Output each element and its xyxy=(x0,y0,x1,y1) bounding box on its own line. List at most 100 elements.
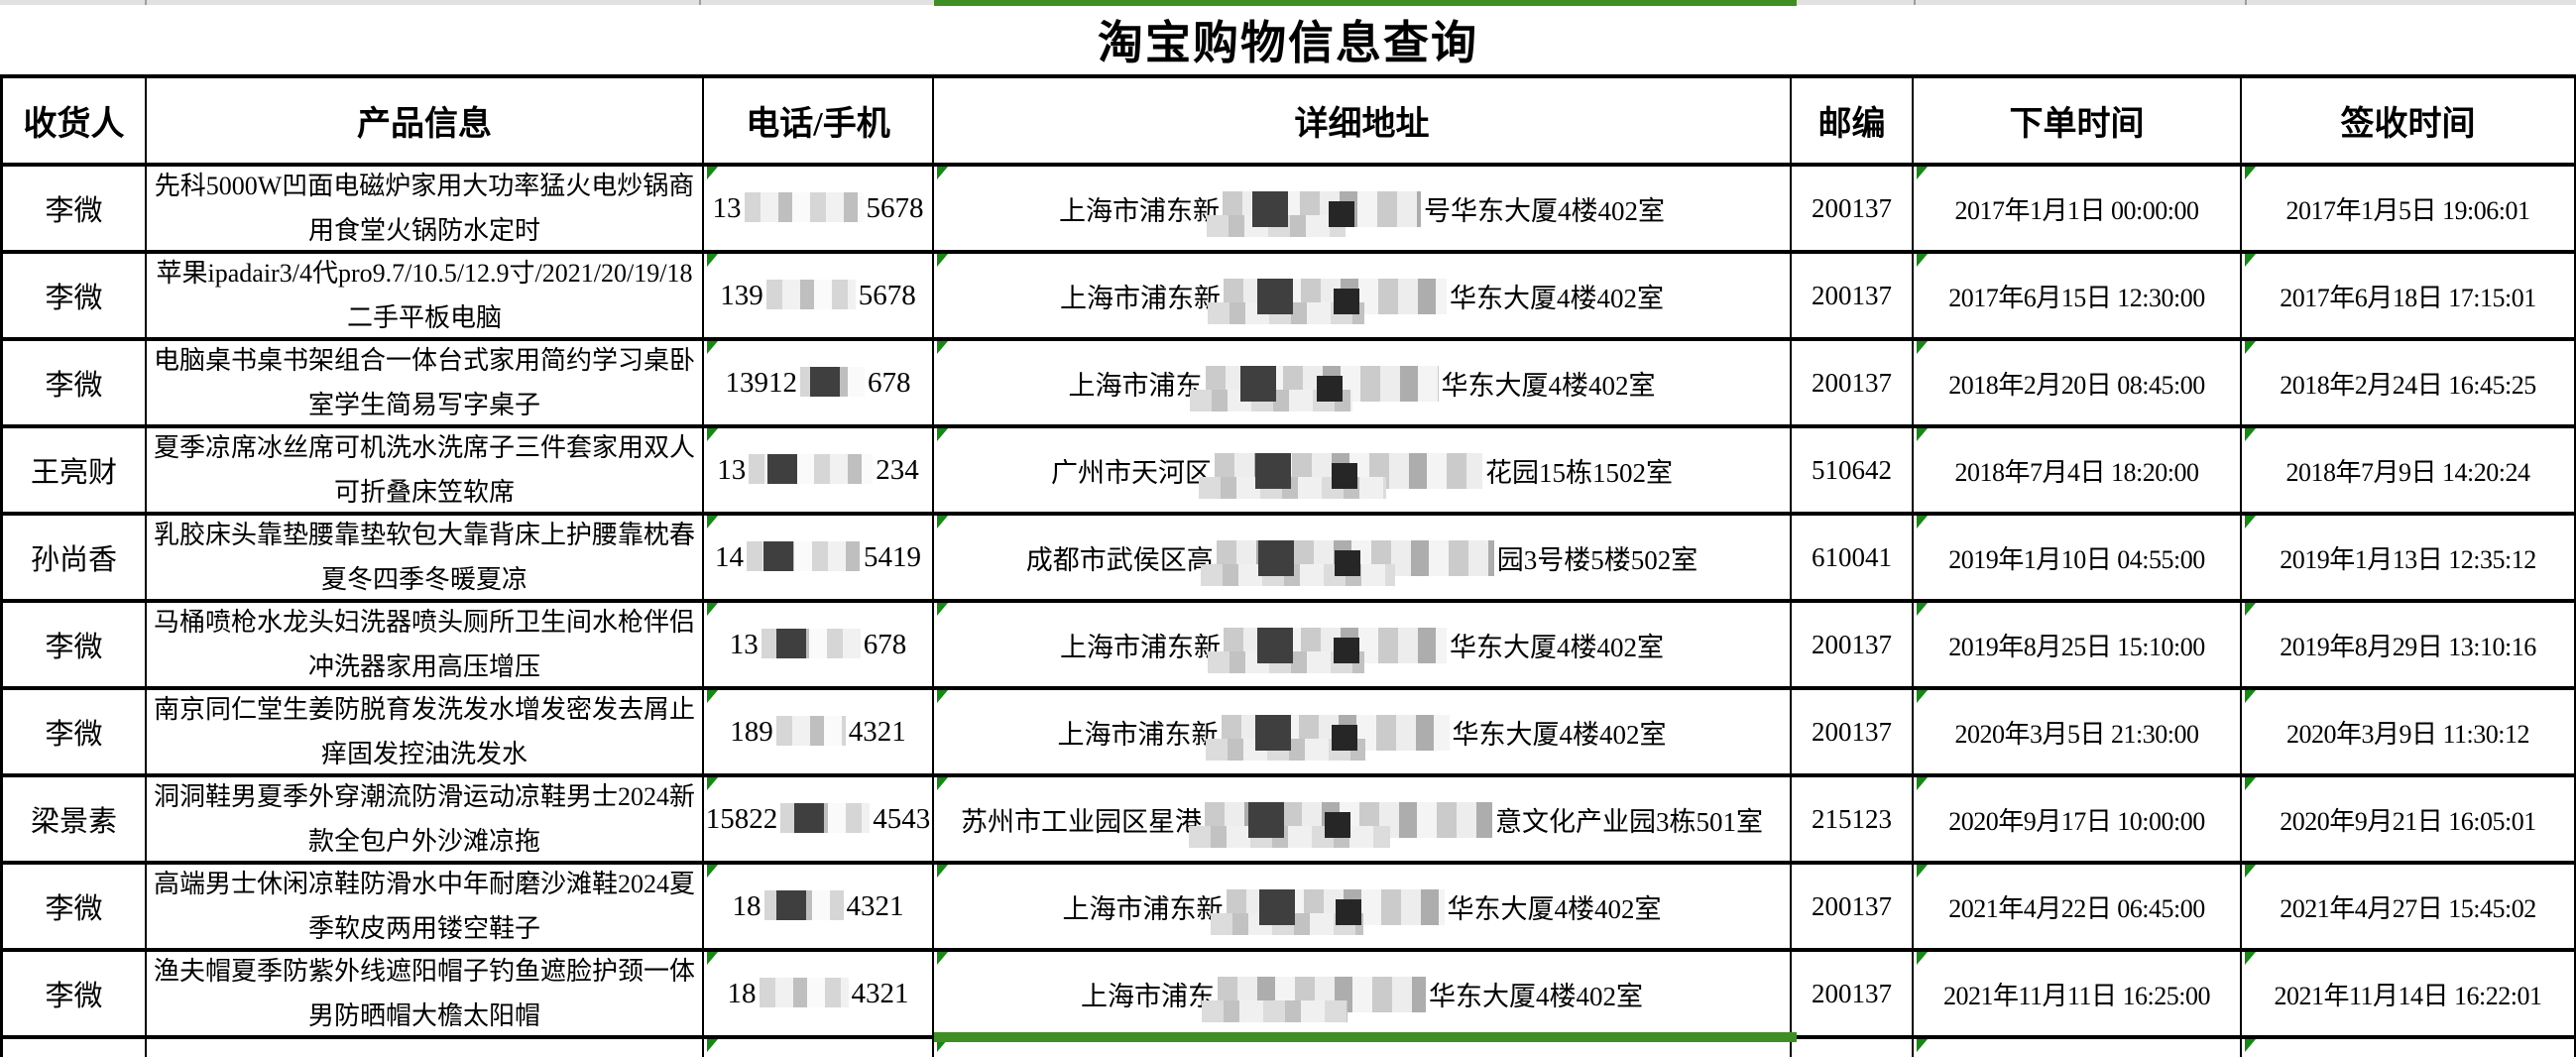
product-cell[interactable]: 先科5000W凹面电磁炉家用大功率猛火电炒锅商用食堂火锅防水定时 xyxy=(147,167,704,250)
address-cell[interactable]: 上海市浦东 华东大厦4楼402室 xyxy=(934,952,1792,1035)
recipient-cell[interactable]: 李微 xyxy=(0,254,147,337)
phone-cell[interactable]: 18 4321 xyxy=(704,952,934,1035)
sign-time: 2018年7月9日 14:20:24 xyxy=(2285,457,2530,487)
header-cell-6[interactable]: 签收时间 xyxy=(2242,78,2576,163)
order-time-cell[interactable]: 2021年11月11日 16:25:00 xyxy=(1914,952,2242,1035)
product-cell[interactable]: 夏季凉席冰丝席可机洗水洗席子三件套家用双人可折叠床笠软席 xyxy=(147,428,704,512)
partial-cell[interactable] xyxy=(0,1039,147,1057)
order-time-cell[interactable]: 2021年4月22日 06:45:00 xyxy=(1914,865,2242,948)
address-cell[interactable]: 上海市浦东新 华东大厦4楼402室 xyxy=(934,865,1792,948)
product-cell[interactable]: 苹果ipadair3/4代pro9.7/10.5/12.9寸/2021/20/1… xyxy=(147,254,704,337)
recipient-cell[interactable]: 李微 xyxy=(0,952,147,1035)
header-cell-4[interactable]: 邮编 xyxy=(1792,78,1914,163)
phone-cell[interactable]: 189 4321 xyxy=(704,690,934,773)
title-cell[interactable]: 淘宝购物信息查询 xyxy=(0,5,2576,74)
order-time-cell[interactable]: 2018年7月4日 18:20:00 xyxy=(1914,428,2242,512)
order-time-cell[interactable]: 2019年8月25日 15:10:00 xyxy=(1914,603,2242,686)
product-cell[interactable]: 渔夫帽夏季防紫外线遮阳帽子钓鱼遮脸护颈一体男防晒帽大檐太阳帽 xyxy=(147,952,704,1035)
order-time-cell[interactable]: 2020年3月5日 21:30:00 xyxy=(1914,690,2242,773)
address-cell[interactable]: 上海市浦东新 华东大厦4楼402室 xyxy=(934,690,1792,773)
address-cell[interactable]: 上海市浦东新 号华东大厦4楼402室 xyxy=(934,167,1792,250)
recipient-cell[interactable]: 李微 xyxy=(0,690,147,773)
sign-time-cell[interactable]: 2021年11月14日 16:22:01 xyxy=(2242,952,2576,1035)
sign-time-cell[interactable]: 2017年6月18日 17:15:01 xyxy=(2242,254,2576,337)
sign-time-cell[interactable]: 2021年4月27日 15:45:02 xyxy=(2242,865,2576,948)
partial-cell[interactable] xyxy=(147,1039,704,1057)
postcode-cell[interactable]: 200137 xyxy=(1792,690,1914,773)
postcode-cell[interactable]: 610041 xyxy=(1792,516,1914,599)
address-cell[interactable]: 广州市天河区 花园15栋1502室 xyxy=(934,428,1792,512)
postcode-cell[interactable]: 510642 xyxy=(1792,428,1914,512)
sign-time-cell[interactable]: 2017年1月5日 19:06:01 xyxy=(2242,167,2576,250)
recipient-cell[interactable]: 李微 xyxy=(0,341,147,424)
address-cell[interactable]: 上海市浦东 华东大厦4楼402室 xyxy=(934,341,1792,424)
sign-time-cell[interactable]: 2020年3月9日 11:30:12 xyxy=(2242,690,2576,773)
product-cell[interactable]: 马桶喷枪水龙头妇洗器喷头厕所卫生间水枪伴侣冲洗器家用高压增压 xyxy=(147,603,704,686)
product-text: 先科5000W凹面电磁炉家用大功率猛火电炒锅商用食堂火锅防水定时 xyxy=(154,172,695,245)
postcode-cell[interactable]: 200137 xyxy=(1792,603,1914,686)
partial-cell[interactable] xyxy=(2242,1039,2576,1057)
header-label: 签收时间 xyxy=(2340,106,2476,143)
product-cell[interactable]: 洞洞鞋男夏季外穿潮流防滑运动凉鞋男士2024新款全包户外沙滩凉拖 xyxy=(147,777,704,861)
phone-cell[interactable]: 13 678 xyxy=(704,603,934,686)
partial-cell[interactable] xyxy=(704,1039,934,1057)
postcode-cell[interactable]: 200137 xyxy=(1792,952,1914,1035)
address-cell[interactable]: 成都市武侯区高 园3号楼5楼502室 xyxy=(934,516,1792,599)
address-cell[interactable]: 苏州市工业园区星港 意文化产业园3栋501室 xyxy=(934,777,1792,861)
recipient-cell[interactable]: 王亮财 xyxy=(0,428,147,512)
header-cell-0[interactable]: 收货人 xyxy=(0,78,147,163)
phone-cell[interactable]: 14 5419 xyxy=(704,516,934,599)
sign-time-cell[interactable]: 2019年1月13日 12:35:12 xyxy=(2242,516,2576,599)
postcode-cell[interactable]: 200137 xyxy=(1792,167,1914,250)
product-cell[interactable]: 电脑桌书桌书架组合一体台式家用简约学习桌卧室学生简易写字桌子 xyxy=(147,341,704,424)
product-cell[interactable]: 南京同仁堂生姜防脱育发洗发水增发密发去屑止痒固发控油洗发水 xyxy=(147,690,704,773)
address-cell[interactable]: 上海市浦东新 华东大厦4楼402室 xyxy=(934,603,1792,686)
phone-suffix: 4543 xyxy=(873,802,931,835)
phone-cell[interactable]: 18 4321 xyxy=(704,865,934,948)
phone-prefix: 18 xyxy=(732,889,761,922)
address-suffix: 华东大厦4楼402室 xyxy=(1441,370,1656,401)
phone-cell[interactable]: 13912 678 xyxy=(704,341,934,424)
warning-triangle-icon xyxy=(1917,341,1928,354)
postcode-cell[interactable]: 215123 xyxy=(1792,777,1914,861)
header-cell-3[interactable]: 详细地址 xyxy=(934,78,1792,163)
order-time-cell[interactable]: 2020年9月17日 10:00:00 xyxy=(1914,777,2242,861)
sign-time-cell[interactable]: 2019年8月29日 13:10:16 xyxy=(2242,603,2576,686)
order-time-cell[interactable]: 2017年6月15日 12:30:00 xyxy=(1914,254,2242,337)
postcode-cell[interactable]: 200137 xyxy=(1792,254,1914,337)
redaction-blur xyxy=(759,977,849,1007)
recipient-cell[interactable]: 梁景素 xyxy=(0,777,147,861)
order-time-cell[interactable]: 2018年2月20日 08:45:00 xyxy=(1914,341,2242,424)
recipient-cell[interactable]: 孙尚香 xyxy=(0,516,147,599)
product-cell[interactable]: 高端男士休闲凉鞋防滑水中年耐磨沙滩鞋2024夏季软皮两用镂空鞋子 xyxy=(147,865,704,948)
sign-time-cell[interactable]: 2018年7月9日 14:20:24 xyxy=(2242,428,2576,512)
sign-time: 2019年1月13日 12:35:12 xyxy=(2280,544,2536,574)
phone-cell[interactable]: 139 5678 xyxy=(704,254,934,337)
address-cell[interactable]: 上海市浦东新 华东大厦4楼402室 xyxy=(934,254,1792,337)
sign-time-cell[interactable]: 2020年9月21日 16:05:01 xyxy=(2242,777,2576,861)
order-time-cell[interactable]: 2017年1月1日 00:00:00 xyxy=(1914,167,2242,250)
recipient-cell[interactable]: 李微 xyxy=(0,603,147,686)
phone-number: 14 5419 xyxy=(715,540,921,574)
postcode-cell[interactable]: 200137 xyxy=(1792,865,1914,948)
sign-time-cell[interactable]: 2018年2月24日 16:45:25 xyxy=(2242,341,2576,424)
order-time-cell[interactable]: 2019年1月10日 04:55:00 xyxy=(1914,516,2242,599)
redaction-blur xyxy=(1189,801,1492,848)
phone-cell[interactable]: 13 234 xyxy=(704,428,934,512)
phone-cell[interactable]: 15822 4543 xyxy=(704,777,934,861)
header-cell-5[interactable]: 下单时间 xyxy=(1914,78,2242,163)
phone-cell[interactable]: 13 5678 xyxy=(704,167,934,250)
partial-cell[interactable] xyxy=(934,1039,1792,1057)
partial-cell[interactable] xyxy=(1914,1039,2242,1057)
partial-cell[interactable] xyxy=(1792,1039,1914,1057)
header-cell-1[interactable]: 产品信息 xyxy=(147,78,704,163)
recipient-cell[interactable]: 李微 xyxy=(0,167,147,250)
recipient-cell[interactable]: 李微 xyxy=(0,865,147,948)
redaction-blur xyxy=(763,889,844,920)
product-cell[interactable]: 乳胶床头靠垫腰靠垫软包大靠背床上护腰靠枕春夏冬四季冬暖夏凉 xyxy=(147,516,704,599)
partial-next-row[interactable] xyxy=(0,1039,2576,1057)
phone-number: 13912 678 xyxy=(726,366,911,400)
header-cell-2[interactable]: 电话/手机 xyxy=(704,78,934,163)
phone-number: 13 234 xyxy=(717,453,919,487)
postcode-cell[interactable]: 200137 xyxy=(1792,341,1914,424)
